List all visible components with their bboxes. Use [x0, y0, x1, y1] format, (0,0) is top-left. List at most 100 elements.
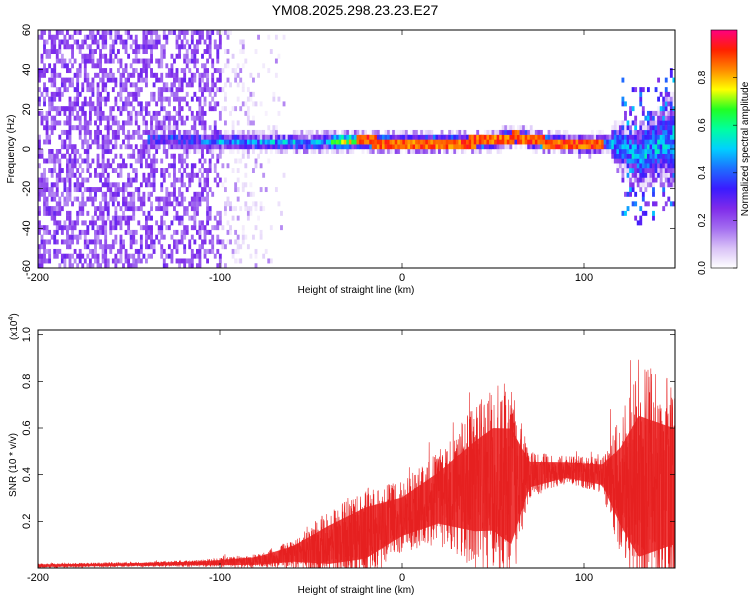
spectrogram-cell	[137, 253, 141, 259]
spectrogram-cell	[142, 49, 146, 54]
spectrogram-cell	[122, 39, 125, 45]
spectrogram-cell	[478, 134, 482, 140]
spectrogram-cell	[180, 172, 184, 178]
spectrogram-cell	[81, 44, 85, 50]
spectrogram-cell	[83, 34, 87, 40]
spectrogram-cell	[226, 144, 230, 150]
spectrogram-cell	[43, 168, 46, 173]
spectrogram-cell	[267, 68, 271, 74]
spectrogram-cell	[213, 106, 217, 112]
spectrogram-cell	[244, 206, 248, 212]
snr-frame	[37, 329, 676, 569]
spectrogram-cell	[644, 115, 648, 121]
x-tick-label: -200	[27, 572, 49, 584]
x-tick-label: -100	[209, 572, 231, 584]
spectrogram-cell	[646, 129, 650, 135]
spectrogram-cell	[282, 139, 286, 145]
spectrogram-cell	[188, 106, 192, 112]
spectrogram-cell	[636, 153, 640, 159]
spectrogram-cell	[96, 258, 100, 264]
spectrogram-cell	[659, 134, 663, 140]
spectrogram-cell	[101, 248, 105, 254]
spectrogram-cell	[331, 134, 334, 140]
spectrogram-cell	[412, 144, 416, 150]
spectrogram-cell	[552, 139, 556, 145]
spectrogram-cell	[218, 72, 222, 78]
spectrogram-cell	[236, 82, 240, 88]
spectrogram-cell	[145, 163, 148, 169]
spectrogram-cell	[211, 134, 215, 140]
spectrogram-cell	[216, 158, 220, 164]
spectrogram-cell	[122, 129, 125, 135]
spectrogram-cell	[195, 30, 199, 35]
spectrogram-cell	[180, 229, 184, 235]
spectrogram-cell	[104, 201, 108, 207]
spectrogram-cell	[68, 134, 72, 140]
spectrogram-cell	[111, 158, 115, 164]
spectrogram-cell	[165, 149, 169, 154]
spectrogram-cell	[66, 68, 69, 74]
spectrogram-cell	[173, 172, 176, 178]
spectrogram-cell	[644, 182, 648, 188]
spectrogram-cell	[147, 139, 151, 145]
spectrogram-cell	[231, 149, 235, 154]
spectrogram-cell	[241, 187, 245, 193]
spectrogram-cell	[180, 234, 184, 240]
spectrogram-cell	[466, 144, 469, 150]
spectrogram-cell	[45, 258, 49, 264]
spectrogram-cell	[606, 144, 610, 150]
spectrogram-cell	[570, 149, 574, 154]
colorbar-tick-label: 0.4	[697, 165, 708, 179]
spectrogram-cell	[305, 129, 309, 135]
spectrogram-cell	[496, 149, 500, 154]
spectrogram-cell	[190, 234, 194, 240]
spectrogram-cell	[641, 144, 645, 150]
spectrogram-cell	[193, 77, 197, 83]
spectrogram-cell	[150, 49, 153, 54]
spectrogram-cell	[652, 153, 655, 159]
spectrogram-cell	[611, 129, 615, 135]
spectrogram-cell	[155, 58, 159, 64]
spectrogram-cell	[127, 110, 131, 116]
spectrogram-cell	[631, 158, 635, 164]
spectrogram-cell	[63, 63, 67, 69]
spectrogram-cell	[618, 149, 622, 154]
spectrogram-cell	[132, 253, 136, 259]
spectrogram-cell	[48, 206, 52, 212]
spectrogram-cell	[81, 253, 85, 259]
spectrogram-cell	[631, 201, 635, 207]
spectrogram-cell	[624, 168, 627, 173]
spectrogram-cell	[104, 39, 108, 45]
spectrogram-cell	[150, 168, 153, 173]
spectrogram-cell	[669, 115, 673, 121]
spectrogram-cell	[216, 30, 220, 31]
spectrogram-cell	[99, 229, 102, 235]
spectrogram-cell	[387, 134, 390, 140]
spectrogram-cell	[206, 77, 210, 83]
spectrogram-cell	[101, 158, 105, 164]
spectrogram-cell	[203, 63, 207, 69]
spectrogram-cell	[86, 87, 90, 93]
spectrogram-cell	[369, 144, 373, 150]
spectrogram-cell	[481, 139, 485, 145]
spectrogram-cell	[116, 191, 120, 197]
spectrogram-cell	[99, 201, 102, 207]
spectrogram-cell	[53, 63, 57, 69]
spectrogram-cell	[157, 87, 161, 93]
spectrogram-cell	[157, 77, 161, 83]
spectrogram-cell	[86, 34, 90, 40]
spectrogram-cell	[81, 53, 85, 59]
spectrogram-cell	[657, 139, 661, 145]
spectrogram-cell	[109, 110, 113, 116]
spectrogram-cell	[593, 144, 597, 150]
spectrogram-cell	[657, 163, 661, 169]
spectrogram-cell	[129, 82, 133, 88]
spectrogram-cell	[221, 144, 225, 150]
spectrogram-cell	[94, 30, 97, 31]
spectrogram-cell	[91, 225, 95, 231]
spectrogram-cell	[534, 149, 538, 154]
spectrogram-cell	[229, 82, 232, 88]
spectrogram-cell	[40, 53, 44, 59]
spectrogram-cell	[175, 53, 179, 59]
spectrogram-cell	[246, 134, 250, 140]
